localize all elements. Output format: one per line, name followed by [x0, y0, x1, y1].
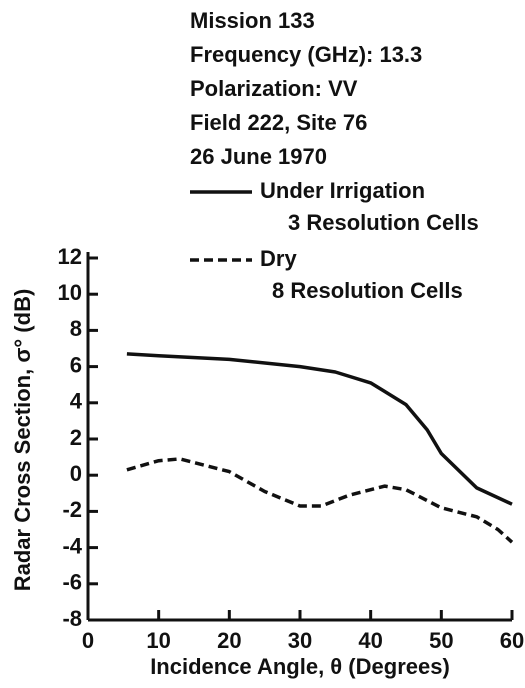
y-tick-label: 0	[70, 461, 82, 486]
legend-label: Dry	[260, 246, 297, 271]
annotation: 26 June 1970	[190, 144, 327, 169]
y-tick-label: -8	[62, 606, 82, 631]
annotation: Field 222, Site 76	[190, 110, 367, 135]
y-tick-label: -6	[62, 570, 82, 595]
y-tick-label: 8	[70, 316, 82, 341]
x-axis-label: Incidence Angle, θ (Degrees)	[150, 654, 450, 679]
annotation: Mission 133	[190, 8, 315, 33]
series-line	[126, 352, 513, 506]
annotation: Polarization: VV	[190, 76, 358, 101]
x-tick-label: 10	[146, 628, 170, 653]
y-tick-label: 4	[70, 389, 83, 414]
x-tick-label: 50	[429, 628, 453, 653]
y-axis-label: Radar Cross Section, σ° (dB)	[10, 289, 35, 592]
legend-detail: 3 Resolution Cells	[288, 210, 479, 235]
x-tick-label: 60	[500, 628, 524, 653]
x-tick-label: 40	[358, 628, 382, 653]
y-tick-label: 6	[70, 352, 82, 377]
y-tick-label: 10	[58, 280, 82, 305]
legend-detail: 8 Resolution Cells	[272, 278, 463, 303]
y-tick-label: -4	[62, 533, 82, 558]
annotation: Frequency (GHz): 13.3	[190, 42, 422, 67]
y-tick-label: -2	[62, 497, 82, 522]
x-tick-label: 20	[217, 628, 241, 653]
x-tick-label: 30	[288, 628, 312, 653]
y-tick-label: 2	[70, 425, 82, 450]
x-tick-label: 0	[82, 628, 94, 653]
legend-label: Under Irrigation	[260, 178, 425, 203]
series-line	[126, 457, 514, 544]
y-tick-label: 12	[58, 244, 82, 269]
